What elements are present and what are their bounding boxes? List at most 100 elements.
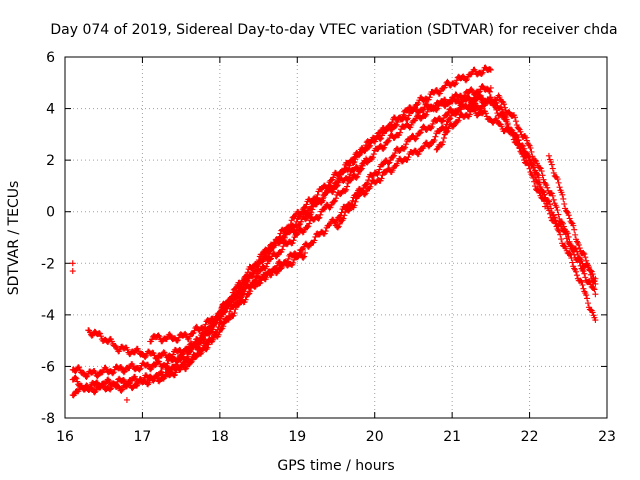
data-point <box>210 326 217 333</box>
data-point <box>537 165 544 172</box>
data-point <box>224 303 231 310</box>
data-point <box>551 214 558 221</box>
data-point <box>255 263 262 270</box>
data-point <box>199 334 206 341</box>
data-point <box>517 128 524 135</box>
data-point <box>575 241 582 248</box>
data-point <box>340 168 347 175</box>
data-point <box>450 123 457 130</box>
data-point <box>532 183 539 190</box>
data-point <box>397 129 404 136</box>
data-point <box>451 81 458 88</box>
data-point <box>367 183 374 190</box>
data-point <box>555 179 562 186</box>
data-point <box>405 154 412 161</box>
data-point <box>202 321 209 328</box>
data-point <box>534 171 541 178</box>
data-point <box>75 364 82 371</box>
data-point <box>266 250 273 257</box>
data-point <box>547 158 554 165</box>
data-point <box>561 201 568 208</box>
data-point <box>385 160 392 167</box>
data-point <box>237 290 244 297</box>
data-point <box>573 272 580 279</box>
data-point <box>201 324 208 331</box>
data-point <box>571 265 578 272</box>
data-point <box>405 112 412 119</box>
data-point <box>182 357 189 364</box>
data-point <box>301 253 308 260</box>
data-point <box>361 191 368 198</box>
data-point <box>232 306 239 313</box>
data-point <box>271 242 278 249</box>
data-point <box>205 341 212 348</box>
data-point <box>471 107 478 114</box>
data-point <box>389 119 396 126</box>
data-point <box>380 161 387 168</box>
data-point <box>515 141 522 148</box>
data-point <box>368 139 375 146</box>
data-point <box>561 228 568 235</box>
data-point <box>419 107 426 114</box>
data-point <box>317 211 324 218</box>
data-point <box>381 144 388 151</box>
data-point <box>200 325 207 332</box>
data-point <box>498 123 505 130</box>
data-point <box>528 148 535 155</box>
data-point <box>453 77 460 84</box>
data-point <box>231 310 238 317</box>
data-point <box>354 173 361 180</box>
data-point <box>580 249 587 256</box>
data-point <box>356 149 363 156</box>
data-point <box>553 204 560 211</box>
data-point <box>277 230 284 237</box>
data-point <box>479 83 486 90</box>
data-point <box>536 189 543 196</box>
data-point <box>431 105 438 112</box>
data-point <box>554 176 561 183</box>
data-point <box>136 366 143 373</box>
data-point <box>426 94 433 101</box>
data-point <box>260 257 267 264</box>
data-point <box>183 356 190 363</box>
data-point <box>391 150 398 157</box>
data-point <box>569 259 576 266</box>
data-point <box>192 354 199 361</box>
data-point <box>145 379 152 386</box>
data-point <box>549 192 556 199</box>
data-point <box>486 66 493 73</box>
data-point <box>377 136 384 143</box>
data-point <box>263 263 270 270</box>
data-point <box>459 101 466 108</box>
data-point <box>166 331 173 338</box>
data-point <box>289 239 296 246</box>
data-point <box>112 343 119 350</box>
x-tick-labels: 16 17 18 19 20 21 22 23 <box>56 429 616 445</box>
data-point <box>83 373 90 380</box>
data-point <box>213 317 220 324</box>
data-point <box>108 338 115 345</box>
data-point <box>312 233 319 240</box>
data-point <box>504 120 511 127</box>
data-point <box>558 236 565 243</box>
data-point <box>155 332 162 339</box>
y-tick-label: 6 <box>46 50 55 66</box>
data-point <box>580 285 587 292</box>
data-point <box>501 101 508 108</box>
data-point <box>253 267 260 274</box>
data-point <box>422 113 429 120</box>
data-point <box>591 278 598 285</box>
data-point <box>512 133 519 140</box>
data-point <box>540 176 547 183</box>
data-point <box>73 375 80 382</box>
data-point <box>577 277 584 284</box>
data-point <box>341 165 348 172</box>
data-point <box>478 71 485 78</box>
data-point <box>518 149 525 156</box>
y-tick-label: -2 <box>41 256 55 272</box>
data-point <box>525 154 532 161</box>
data-point <box>429 120 436 127</box>
data-point <box>156 333 163 340</box>
data-point <box>439 118 446 125</box>
